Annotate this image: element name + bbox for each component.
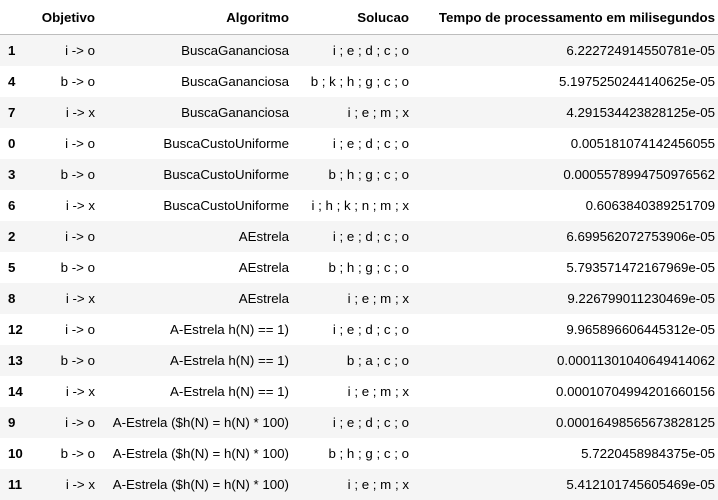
row-index: 3	[0, 159, 28, 190]
tempo-cell: 5.412101745605469e-05	[412, 469, 718, 500]
row-index: 7	[0, 97, 28, 128]
tempo-cell: 0.005181074142456055	[412, 128, 718, 159]
solucao-cell: b ; h ; g ; c ; o	[292, 252, 412, 283]
objetivo-cell: b -> o	[28, 66, 98, 97]
row-index: 4	[0, 66, 28, 97]
algoritmo-cell: A-Estrela ($h(N) = h(N) * 100)	[98, 438, 292, 469]
algoritmo-header: Algoritmo	[98, 0, 292, 35]
header-row: Objetivo Algoritmo Solucao Tempo de proc…	[0, 0, 718, 35]
tempo-cell: 9.226799011230469e-05	[412, 283, 718, 314]
tempo-cell: 0.00011301040649414062	[412, 345, 718, 376]
objetivo-cell: b -> o	[28, 438, 98, 469]
objetivo-cell: b -> o	[28, 345, 98, 376]
row-index: 1	[0, 34, 28, 66]
objetivo-cell: i -> x	[28, 469, 98, 500]
objetivo-header: Objetivo	[28, 0, 98, 35]
index-header	[0, 0, 28, 35]
row-index: 0	[0, 128, 28, 159]
tempo-cell: 0.6063840389251709	[412, 190, 718, 221]
solucao-cell: b ; k ; h ; g ; c ; o	[292, 66, 412, 97]
objetivo-cell: i -> o	[28, 128, 98, 159]
solucao-header: Solucao	[292, 0, 412, 35]
algoritmo-cell: AEstrela	[98, 283, 292, 314]
row-index: 5	[0, 252, 28, 283]
algoritmo-cell: A-Estrela ($h(N) = h(N) * 100)	[98, 407, 292, 438]
row-index: 12	[0, 314, 28, 345]
solucao-cell: i ; h ; k ; n ; m ; x	[292, 190, 412, 221]
objetivo-cell: i -> x	[28, 97, 98, 128]
tempo-cell: 5.1975250244140625e-05	[412, 66, 718, 97]
tempo-cell: 6.222724914550781e-05	[412, 34, 718, 66]
row-index: 9	[0, 407, 28, 438]
algoritmo-cell: A-Estrela h(N) == 1)	[98, 314, 292, 345]
tempo-cell: 4.291534423828125e-05	[412, 97, 718, 128]
table-row: 12 i -> o A-Estrela h(N) == 1) i ; e ; d ; …	[0, 314, 718, 345]
objetivo-cell: i -> x	[28, 190, 98, 221]
algoritmo-cell: A-Estrela h(N) == 1)	[98, 376, 292, 407]
algoritmo-cell: AEstrela	[98, 252, 292, 283]
solucao-cell: b ; h ; g ; c ; o	[292, 159, 412, 190]
table-row: 13 b -> o A-Estrela h(N) == 1) b ; a ; c ; …	[0, 345, 718, 376]
objetivo-cell: i -> o	[28, 221, 98, 252]
row-index: 13	[0, 345, 28, 376]
objetivo-cell: b -> o	[28, 159, 98, 190]
algoritmo-cell: A-Estrela h(N) == 1)	[98, 345, 292, 376]
tempo-cell: 0.0005578994750976562	[412, 159, 718, 190]
row-index: 14	[0, 376, 28, 407]
algoritmo-cell: BuscaGananciosa	[98, 97, 292, 128]
algoritmo-cell: BuscaGananciosa	[98, 34, 292, 66]
tempo-cell: 5.793571472167969e-05	[412, 252, 718, 283]
tempo-cell: 5.7220458984375e-05	[412, 438, 718, 469]
solucao-cell: b ; h ; g ; c ; o	[292, 438, 412, 469]
row-index: 10	[0, 438, 28, 469]
tempo-header: Tempo de processamento em milisegundos	[412, 0, 718, 35]
tempo-cell: 0.00010704994201660156	[412, 376, 718, 407]
algoritmo-cell: A-Estrela ($h(N) = h(N) * 100)	[98, 469, 292, 500]
solucao-cell: i ; e ; d ; c ; o	[292, 128, 412, 159]
objetivo-cell: b -> o	[28, 252, 98, 283]
solucao-cell: i ; e ; m ; x	[292, 469, 412, 500]
algoritmo-cell: BuscaCustoUniforme	[98, 159, 292, 190]
objetivo-cell: i -> o	[28, 314, 98, 345]
solucao-cell: i ; e ; m ; x	[292, 283, 412, 314]
row-index: 6	[0, 190, 28, 221]
table-row: 10 b -> o A-Estrela ($h(N) = h(N) * 100) b …	[0, 438, 718, 469]
objetivo-cell: i -> x	[28, 376, 98, 407]
table-row: 11 i -> x A-Estrela ($h(N) = h(N) * 100) i …	[0, 469, 718, 500]
table-row: 14 i -> x A-Estrela h(N) == 1) i ; e ; m ; …	[0, 376, 718, 407]
objetivo-cell: i -> o	[28, 34, 98, 66]
solucao-cell: b ; a ; c ; o	[292, 345, 412, 376]
row-index: 11	[0, 469, 28, 500]
solucao-cell: i ; e ; d ; c ; o	[292, 314, 412, 345]
tempo-cell: 0.00016498565673828125	[412, 407, 718, 438]
solucao-cell: i ; e ; d ; c ; o	[292, 34, 412, 66]
solucao-cell: i ; e ; m ; x	[292, 97, 412, 128]
algoritmo-cell: AEstrela	[98, 221, 292, 252]
tempo-cell: 9.965896606445312e-05	[412, 314, 718, 345]
row-index: 2	[0, 221, 28, 252]
objetivo-cell: i -> o	[28, 407, 98, 438]
tempo-cell: 6.699562072753906e-05	[412, 221, 718, 252]
algoritmo-cell: BuscaCustoUniforme	[98, 128, 292, 159]
algoritmo-cell: BuscaGananciosa	[98, 66, 292, 97]
solucao-cell: i ; e ; m ; x	[292, 376, 412, 407]
objetivo-cell: i -> x	[28, 283, 98, 314]
solucao-cell: i ; e ; d ; c ; o	[292, 407, 412, 438]
solucao-cell: i ; e ; d ; c ; o	[292, 221, 412, 252]
algoritmo-cell: BuscaCustoUniforme	[98, 190, 292, 221]
row-index: 8	[0, 283, 28, 314]
